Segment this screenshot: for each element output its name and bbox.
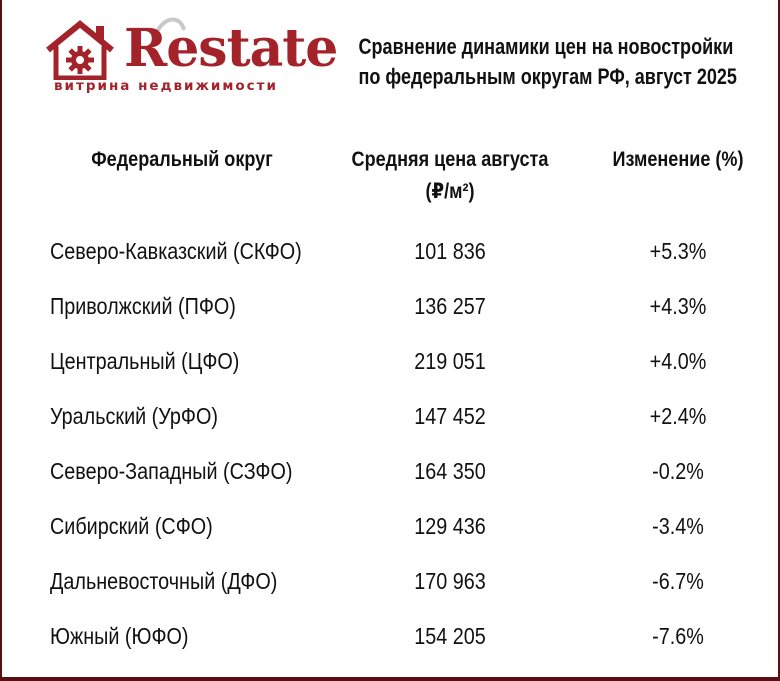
table-cell-change: +4.0%: [649, 348, 707, 374]
table-cell-price: 154 205: [414, 623, 486, 649]
table-cell-price: 129 436: [414, 513, 486, 539]
chart-title: Сравнение динамики цен на новостройки по…: [358, 32, 737, 92]
table-cell-district: Центральный (ЦФО): [50, 348, 240, 374]
table-cell-price: 170 963: [414, 568, 486, 594]
column-header-change: Изменение (%): [612, 148, 744, 171]
house-gear-icon: [46, 20, 114, 80]
column-header-price-line-1: Средняя цена августа: [351, 148, 549, 171]
table-cell-district: Северо-Западный (СЗФО): [50, 458, 293, 484]
table-cell-price: 136 257: [414, 293, 486, 319]
swoosh-icon: [152, 17, 186, 39]
table-cell-district: Уральский (УрФО): [50, 403, 218, 429]
table-cell-price: 101 836: [414, 238, 486, 264]
logo: Restate витрина недвижимости: [40, 12, 338, 104]
title-line-1: Сравнение динамики цен на новостройки: [358, 34, 734, 59]
table-cell-district: Приволжский (ПФО): [50, 293, 236, 319]
table-cell-change: -3.4%: [652, 513, 704, 539]
table-cell-district: Северо-Кавказский (СКФО): [50, 238, 302, 264]
table-cell-change: -7.6%: [652, 623, 704, 649]
table-cell-change: +2.4%: [649, 403, 707, 429]
table-cell-change: -0.2%: [652, 458, 704, 484]
column-header-district: Федеральный округ: [91, 148, 273, 171]
table-cell-change: +4.3%: [649, 293, 707, 319]
column-header-price-line-2: (₽/м²): [425, 180, 475, 203]
table-cell-change: -6.7%: [652, 568, 704, 594]
table-cell-district: Южный (ЮФО): [50, 623, 189, 649]
table-cell-price: 219 051: [414, 348, 486, 374]
table-cell-change: +5.3%: [649, 238, 707, 264]
table-cell-district: Сибирский (СФО): [50, 513, 213, 539]
title-line-2: по федеральным округам РФ, август 2025: [358, 64, 737, 89]
brand-tagline: витрина недвижимости: [54, 78, 278, 94]
table-cell-district: Дальневосточный (ДФО): [50, 568, 278, 594]
table-cell-price: 164 350: [414, 458, 486, 484]
column-header-price: Средняя цена августа (₽/м²): [321, 144, 579, 208]
brand-name: Restate: [124, 18, 338, 79]
table-cell-price: 147 452: [414, 403, 486, 429]
